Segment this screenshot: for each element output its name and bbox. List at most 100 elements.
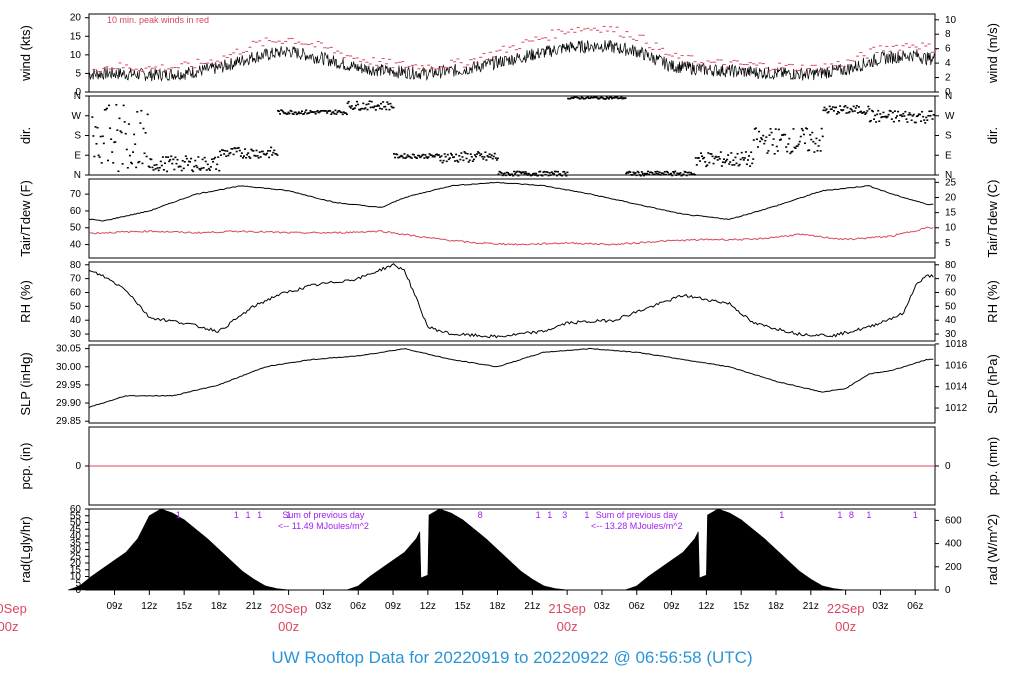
ylabel-right-pcp: pcp. (mm) [985, 437, 1000, 496]
direction-mark [149, 158, 152, 160]
direction-mark [871, 110, 874, 113]
peak-wind-mark [479, 56, 483, 58]
direction-mark [346, 102, 349, 105]
peak-wind-mark [693, 61, 697, 63]
direction-mark [671, 174, 674, 177]
direction-mark [139, 122, 142, 124]
direction-mark [197, 156, 200, 158]
peak-wind-mark [706, 60, 710, 62]
direction-mark [165, 156, 168, 158]
direction-mark [733, 164, 736, 166]
direction-mark [297, 111, 300, 113]
direction-mark [458, 154, 461, 157]
direction-mark [680, 174, 683, 177]
direction-mark [615, 96, 618, 99]
direction-mark [313, 111, 316, 113]
peak-wind-mark [420, 65, 424, 67]
direction-mark [696, 157, 699, 159]
direction-mark [838, 111, 841, 114]
direction-mark [129, 161, 132, 164]
peak-wind-mark [95, 71, 99, 73]
direction-mark [878, 120, 881, 123]
direction-mark [196, 166, 199, 169]
xtick-label: 18z [211, 601, 227, 612]
direction-mark [492, 155, 495, 158]
peak-wind-mark [336, 50, 340, 52]
direction-mark [864, 113, 867, 115]
direction-mark [446, 153, 449, 156]
direction-mark [649, 171, 652, 174]
direction-mark [927, 114, 930, 117]
peak-wind-mark [423, 69, 427, 71]
peak-wind-mark [124, 64, 128, 66]
direction-mark [544, 173, 547, 176]
direction-mark [513, 170, 516, 173]
peak-wind-mark [713, 61, 717, 63]
direction-mark [893, 110, 896, 112]
peak-wind-mark [232, 52, 236, 54]
direction-mark [111, 151, 114, 153]
annotation-line1-1: Sum of previous day [282, 510, 365, 520]
ytick-label-left-dir: S [74, 131, 81, 142]
ytick-label-left-rh: 60 [70, 287, 82, 298]
direction-mark [368, 100, 371, 103]
direction-mark [328, 109, 331, 112]
direction-mark [265, 152, 268, 155]
peak-wind-mark [752, 63, 756, 65]
peak-wind-mark [267, 40, 271, 42]
ytick-label-left-temp: 70 [70, 189, 82, 200]
direction-mark [190, 157, 193, 160]
direction-mark [763, 142, 766, 145]
direction-mark [440, 155, 443, 157]
direction-mark [361, 107, 364, 110]
peak-wind-mark [765, 67, 769, 69]
peak-wind-mark [612, 31, 616, 33]
direction-mark [394, 156, 397, 159]
direction-mark [579, 97, 582, 100]
direction-mark [865, 112, 868, 114]
peak-wind-mark [345, 55, 349, 57]
direction-mark [401, 155, 404, 158]
direction-mark [467, 161, 470, 163]
direction-mark [350, 105, 353, 107]
direction-mark [392, 106, 395, 109]
ytick-label-left-rad: 5 [75, 578, 81, 589]
direction-mark [424, 154, 427, 156]
peak-wind-mark [297, 41, 301, 43]
direction-mark [799, 135, 802, 138]
day-label-date: 20Sep [270, 601, 308, 616]
ytick-label-left-dir: N [74, 91, 81, 102]
xtick-label: 12z [420, 601, 436, 612]
direction-mark [171, 162, 174, 165]
direction-mark [932, 114, 935, 116]
peak-wind-mark [901, 45, 905, 47]
direction-mark [176, 158, 179, 161]
peak-wind-mark [924, 45, 928, 47]
xtick-label: 21z [524, 601, 540, 612]
ytick-label-left-wind: 5 [75, 68, 81, 79]
peak-wind-mark [524, 39, 528, 41]
direction-mark [866, 110, 869, 112]
peak-wind-mark [248, 46, 252, 48]
direction-mark [182, 167, 185, 170]
direction-mark [768, 134, 771, 136]
direction-mark [136, 111, 139, 113]
direction-mark [890, 118, 893, 120]
peak-wind-mark [456, 58, 460, 60]
direction-mark [493, 152, 496, 155]
ytick-label-left-temp: 50 [70, 223, 82, 234]
ytick-label-right-rh: 60 [945, 287, 957, 298]
direction-mark [842, 109, 845, 111]
peak-wind-mark [560, 30, 564, 32]
direction-mark [839, 105, 842, 107]
peak-wind-mark [872, 46, 876, 48]
direction-mark [465, 157, 468, 160]
direction-mark [766, 152, 769, 154]
peak-wind-mark [654, 42, 658, 44]
direction-mark [517, 174, 520, 177]
ytick-label-left-dir: N [74, 170, 81, 181]
direction-mark [729, 161, 732, 163]
direction-mark [437, 154, 440, 156]
direction-mark [142, 127, 145, 130]
direction-mark [183, 160, 186, 163]
